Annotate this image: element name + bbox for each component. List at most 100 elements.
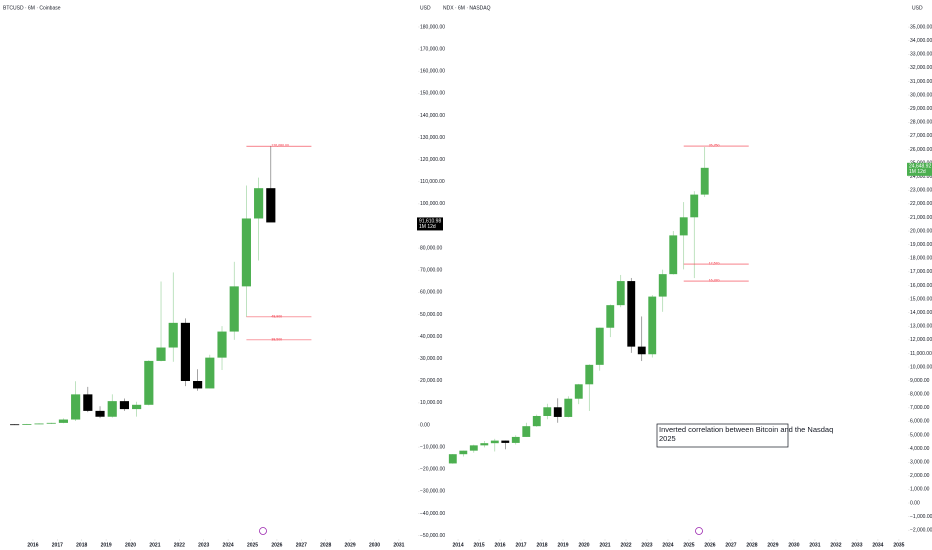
price-level-label: 17,570 (709, 262, 720, 266)
candle-body (616, 281, 625, 306)
y-tick-label: −30,000.00 (420, 489, 445, 495)
candle-body (553, 407, 562, 417)
event-marker[interactable] (695, 527, 703, 535)
x-tick-label: 2018 (536, 542, 547, 548)
y-tick-label: 40,000.00 (420, 334, 442, 340)
y-tick-label: 8,000.00 (910, 392, 930, 398)
x-tick-label: 2021 (599, 542, 610, 548)
y-tick-label: 24,000.00 (910, 174, 932, 180)
event-marker[interactable] (259, 527, 267, 535)
x-tick-label: 2018 (76, 542, 87, 548)
y-tick-label: 6,000.00 (910, 419, 930, 425)
candle-body (501, 440, 510, 443)
annotation-text: 2025 (659, 434, 676, 443)
candle-body (543, 407, 552, 416)
x-tick-label: 2027 (296, 542, 307, 548)
y-tick-label: 29,000.00 (910, 106, 932, 112)
x-tick-label: 2030 (788, 542, 799, 548)
candle-body (522, 426, 531, 437)
candle-body (156, 347, 166, 361)
x-tick-label: 2014 (452, 542, 463, 548)
candle-body (34, 423, 44, 425)
x-tick-label: 2033 (851, 542, 862, 548)
y-tick-label: −50,000.00 (420, 533, 445, 539)
y-tick-label: 12,000.00 (910, 337, 932, 343)
y-tick-label: 60,000.00 (420, 290, 442, 296)
y-tick-label: 80,000.00 (420, 245, 442, 251)
x-tick-label: 2025 (683, 542, 694, 548)
candle-body (700, 167, 709, 195)
chart-title: BTCUSD · 6M · Coinbase (3, 5, 61, 11)
y-tick-label: −20,000.00 (420, 467, 445, 473)
price-level-label: 38,500 (271, 337, 282, 341)
candle-body (574, 384, 583, 399)
candle-body (205, 357, 215, 389)
x-tick-label: 2019 (101, 542, 112, 548)
y-tick-label: 21,000.00 (910, 215, 932, 221)
x-tick-label: 2016 (27, 542, 38, 548)
y-axis-unit: USD (912, 5, 923, 11)
last-price-tag (907, 162, 932, 176)
candle-body (606, 305, 615, 328)
price-level-label: 126,080.00 (271, 144, 289, 148)
last-price-label: 91,610.98 (419, 218, 441, 224)
x-tick-label: 2024 (662, 542, 673, 548)
y-tick-label: 150,000.00 (420, 91, 445, 97)
x-tick-label: 2026 (271, 542, 282, 548)
x-tick-label: 2023 (198, 542, 209, 548)
y-tick-label: 3,000.00 (910, 460, 930, 466)
y-tick-label: −10,000.00 (420, 444, 445, 450)
y-tick-label: 100,000.00 (420, 201, 445, 207)
x-tick-label: 2034 (872, 542, 883, 548)
candle-body (669, 235, 678, 275)
price-level-label: 16,320 (709, 279, 720, 283)
candle-body (241, 218, 251, 287)
x-tick-label: 2031 (809, 542, 820, 548)
y-tick-label: 50,000.00 (420, 312, 442, 318)
candle-body (490, 440, 499, 444)
y-tick-label: −2,000.00 (910, 528, 932, 534)
x-tick-label: 2027 (725, 542, 736, 548)
candle-body (119, 401, 130, 410)
y-tick-label: 20,000.00 (420, 378, 442, 384)
y-tick-label: 14,000.00 (910, 310, 932, 316)
y-tick-label: 18,000.00 (910, 256, 932, 262)
y-tick-label: 28,000.00 (910, 120, 932, 126)
y-tick-label: 7,000.00 (910, 405, 930, 411)
candle-body (180, 322, 190, 382)
x-tick-label: 2022 (174, 542, 185, 548)
chart-title: NDX · 6M · NASDAQ (443, 5, 491, 11)
candle-body (266, 188, 276, 223)
candle-body (71, 394, 81, 420)
candle-body (10, 424, 20, 426)
x-tick-label: 2017 (52, 542, 63, 548)
x-tick-label: 2023 (641, 542, 652, 548)
candle-body (95, 410, 105, 417)
x-tick-label: 2022 (620, 542, 631, 548)
candle-body (46, 422, 56, 424)
y-tick-label: 180,000.00 (420, 24, 445, 30)
y-tick-label: 32,000.00 (910, 65, 932, 71)
candle-body (459, 450, 468, 455)
y-tick-label: 170,000.00 (420, 46, 445, 52)
y-tick-label: 31,000.00 (910, 79, 932, 85)
candle-body (679, 217, 688, 236)
x-tick-label: 2020 (578, 542, 589, 548)
y-tick-label: 23,000.00 (910, 188, 932, 194)
y-tick-label: −40,000.00 (420, 511, 445, 517)
annotation-text: Inverted correlation between Bitcoin and… (659, 425, 833, 434)
last-price-countdown: 1M 12d (419, 224, 436, 230)
y-tick-label: 9,000.00 (910, 378, 930, 384)
y-tick-label: 19,000.00 (910, 242, 932, 248)
x-tick-label: 2026 (704, 542, 715, 548)
y-tick-label: 2,000.00 (910, 473, 930, 479)
x-tick-label: 2025 (247, 542, 258, 548)
y-tick-label: 20,000.00 (910, 228, 932, 234)
y-tick-label: 5,000.00 (910, 432, 930, 438)
y-tick-label: 30,000.00 (910, 92, 932, 98)
y-tick-label: 130,000.00 (420, 135, 445, 141)
y-tick-label: 30,000.00 (420, 356, 442, 362)
candle-body (58, 419, 69, 423)
y-tick-label: −1,000.00 (910, 514, 932, 520)
